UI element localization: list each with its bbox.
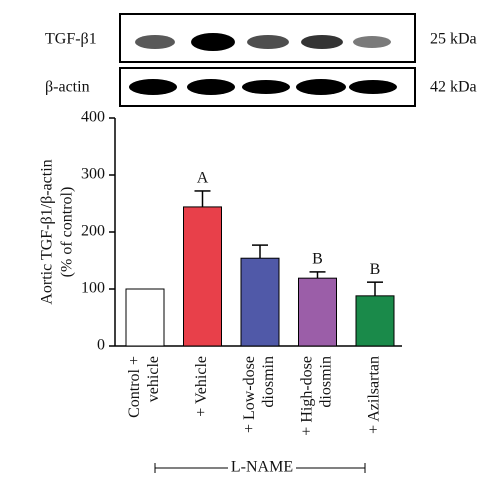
x-tick-label: + Vehicle — [193, 356, 210, 417]
bar — [125, 288, 165, 347]
band — [135, 35, 175, 49]
x-tick-label: diosmin — [260, 356, 277, 408]
blot-size: 25 kDa — [430, 31, 477, 48]
blot-size: 42 kDa — [430, 79, 477, 96]
band — [247, 35, 289, 49]
band — [353, 36, 391, 48]
band — [187, 79, 235, 95]
blot-label: β-actin — [45, 79, 90, 96]
y-tick-label: 200 — [81, 223, 105, 240]
x-tick-label: + Low-dose — [241, 356, 258, 433]
bar — [298, 277, 337, 347]
y-axis-label: (% of control) — [59, 187, 76, 278]
x-tick-label: diosmin — [318, 356, 335, 408]
significance-label: B — [312, 251, 323, 268]
bar — [240, 257, 280, 347]
y-tick-label: 300 — [81, 166, 105, 183]
band — [301, 35, 343, 49]
y-tick-label: 100 — [81, 280, 105, 297]
group-label: L-NAME — [231, 459, 293, 476]
band — [191, 33, 235, 51]
blot-label: TGF-β1 — [45, 31, 97, 48]
bar — [355, 295, 395, 347]
band — [296, 79, 346, 95]
y-tick-label: 0 — [97, 337, 105, 354]
significance-label: B — [370, 261, 381, 278]
x-tick-label: vehicle — [145, 356, 162, 402]
band — [349, 80, 397, 94]
y-tick-label: 400 — [81, 109, 105, 126]
x-tick-label: Control + — [126, 356, 143, 418]
bar — [183, 206, 222, 347]
y-axis-label: Aortic TGF-β1/β-actin — [39, 159, 56, 304]
blot: TGF-β1 25 kDa β-actin 42 kDa — [45, 13, 477, 107]
x-tick-label: + Azilsartan — [366, 356, 383, 434]
band — [129, 79, 177, 95]
significance-label: A — [197, 170, 209, 187]
band — [242, 80, 290, 94]
group-label-bg — [228, 458, 296, 478]
x-tick-label: + High-dose — [299, 356, 316, 436]
